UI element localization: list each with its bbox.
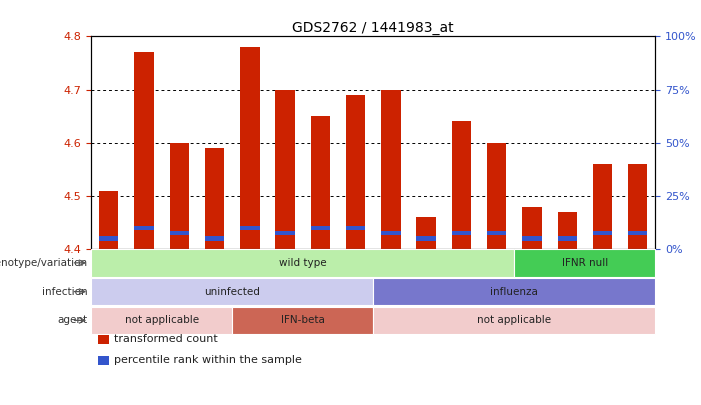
Bar (135, 226, 154, 230)
Bar (416, 236, 436, 241)
Bar (346, 95, 365, 249)
Bar (593, 164, 612, 249)
Bar (346, 226, 365, 230)
Bar (240, 226, 259, 230)
Bar (275, 90, 295, 249)
Bar (557, 236, 577, 241)
Text: genotype/variation: genotype/variation (0, 258, 88, 268)
Text: uninfected: uninfected (204, 287, 260, 296)
Text: agent: agent (57, 315, 88, 325)
Bar (311, 116, 330, 249)
Bar (628, 231, 648, 235)
Text: infection: infection (42, 287, 88, 296)
Bar (522, 207, 542, 249)
Bar (170, 143, 189, 249)
Bar (240, 47, 259, 249)
Text: IFNR null: IFNR null (562, 258, 608, 268)
Text: wild type: wild type (279, 258, 327, 268)
Text: influenza: influenza (491, 287, 538, 296)
Bar (487, 143, 506, 249)
Bar (522, 236, 542, 241)
Bar (205, 148, 224, 249)
Bar (416, 217, 436, 249)
Bar (99, 191, 118, 249)
Bar (135, 52, 154, 249)
Bar (628, 164, 648, 249)
Bar (451, 231, 471, 235)
Bar (381, 231, 400, 235)
Bar (205, 236, 224, 241)
Bar (170, 231, 189, 235)
Bar (593, 231, 612, 235)
Bar (487, 231, 506, 235)
Bar (99, 236, 118, 241)
Text: IFN-beta: IFN-beta (281, 315, 325, 325)
Text: percentile rank within the sample: percentile rank within the sample (114, 356, 302, 365)
Bar (451, 122, 471, 249)
Text: not applicable: not applicable (477, 315, 552, 325)
Bar (381, 90, 400, 249)
Text: transformed count: transformed count (114, 335, 218, 344)
Bar (557, 212, 577, 249)
Bar (311, 226, 330, 230)
Text: not applicable: not applicable (125, 315, 198, 325)
Title: GDS2762 / 1441983_at: GDS2762 / 1441983_at (292, 21, 454, 35)
Bar (275, 231, 295, 235)
